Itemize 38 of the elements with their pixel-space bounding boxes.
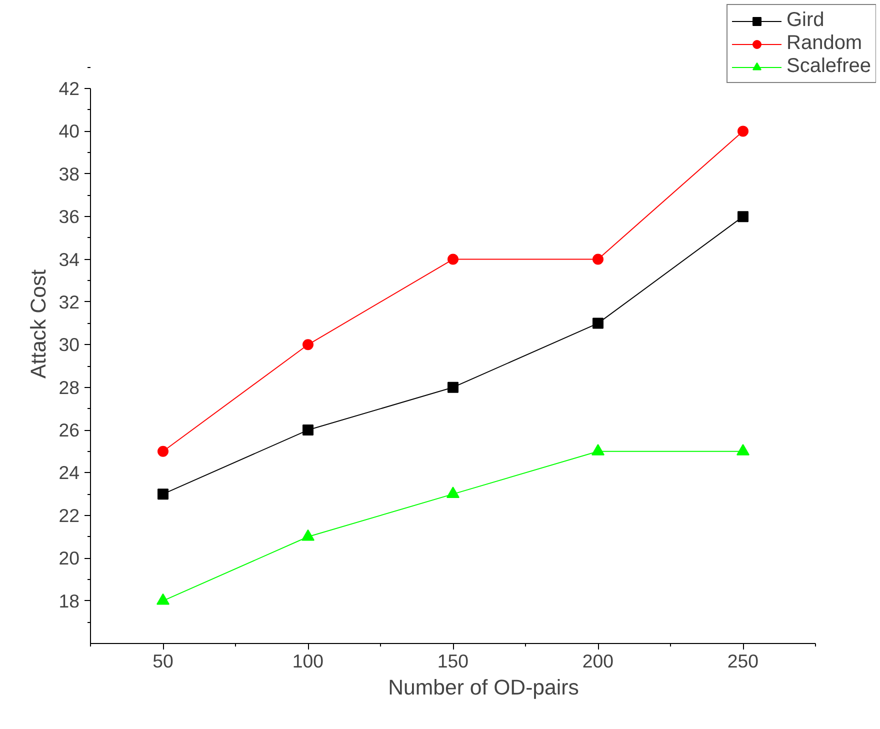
y-axis-title: Attack Cost (26, 269, 51, 379)
point (592, 444, 604, 456)
x-tick-label: 250 (727, 650, 759, 672)
point (156, 593, 170, 605)
x-tick-label: 200 (582, 650, 614, 672)
point (158, 446, 168, 457)
point (158, 488, 168, 500)
y-tick-label: 42 (58, 78, 80, 99)
point (446, 486, 460, 498)
y-tick-label: 28 (58, 376, 80, 398)
point (448, 382, 458, 393)
point (302, 424, 314, 436)
x-tick-label: 150 (437, 650, 469, 672)
x-axis-title: Number of OD-pairs (388, 676, 579, 700)
legend-label: Random (786, 32, 862, 55)
y-tick-label: 30 (58, 334, 80, 356)
x-tick-label: 100 (292, 650, 324, 672)
y-tick-label: 38 (58, 163, 80, 184)
y-tick-label: 26 (58, 420, 80, 441)
point (592, 254, 604, 265)
point (738, 211, 748, 222)
x-tick-label: 50 (152, 650, 174, 672)
y-tick-label: 20 (58, 548, 80, 569)
y-tick-label: 22 (58, 504, 80, 526)
y-tick-label: 36 (58, 206, 80, 228)
point (592, 318, 604, 329)
y-tick-label: 32 (58, 291, 80, 312)
y-tick-label: 34 (58, 248, 80, 270)
legend-label: Scalefree (786, 55, 871, 78)
point (736, 444, 750, 456)
point (302, 339, 314, 350)
point (302, 529, 314, 541)
point (448, 254, 458, 265)
y-tick-label: 24 (58, 462, 80, 484)
y-tick-label: 40 (58, 120, 80, 142)
point (738, 126, 748, 137)
legend-label: Gird (786, 9, 824, 32)
y-tick-label: 18 (58, 590, 80, 612)
